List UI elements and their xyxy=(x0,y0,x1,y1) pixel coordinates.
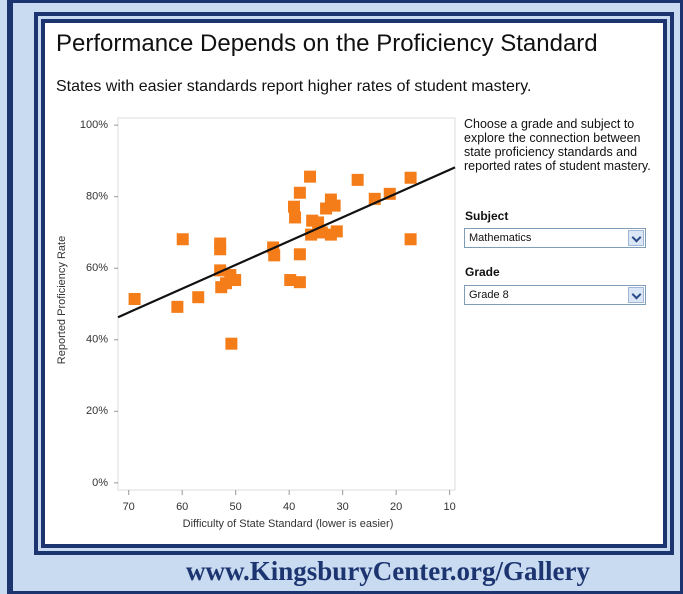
subject-select[interactable]: Mathematics xyxy=(464,228,646,248)
x-tick-label: 70 xyxy=(123,501,135,513)
point xyxy=(315,226,328,239)
point xyxy=(225,337,238,350)
footer-link[interactable]: www.KingsburyCenter.org/Gallery xyxy=(186,556,590,586)
point xyxy=(287,200,300,213)
x-axis-label: Difficulty of State Standard (lower is e… xyxy=(183,518,394,530)
x-tick-label: 60 xyxy=(176,501,188,513)
y-tick-label: 60% xyxy=(86,262,108,274)
y-tick-label: 0% xyxy=(92,477,108,489)
panel xyxy=(45,23,663,544)
plot-area xyxy=(117,117,456,491)
outer-frame xyxy=(7,0,683,594)
x-tick-label: 20 xyxy=(390,501,402,513)
point xyxy=(328,199,341,212)
point xyxy=(293,276,306,289)
point xyxy=(214,243,227,256)
point xyxy=(284,274,297,287)
x-tick-label: 30 xyxy=(337,501,349,513)
point xyxy=(351,173,364,186)
subject-value: Mathematics xyxy=(469,232,532,244)
chart-subtitle: States with easier standards report high… xyxy=(56,78,532,95)
y-tick-label: 80% xyxy=(86,191,108,203)
point xyxy=(404,233,417,246)
trend-line xyxy=(117,166,456,319)
x-tick-label: 40 xyxy=(283,501,295,513)
point xyxy=(289,211,302,224)
point xyxy=(293,186,306,199)
y-tick-label: 40% xyxy=(86,334,108,346)
x-tick-label: 50 xyxy=(230,501,242,513)
point xyxy=(171,300,184,313)
point xyxy=(192,291,205,304)
grade-select[interactable]: Grade 8 xyxy=(464,285,646,305)
y-axis-label: Reported Proficiency Rate xyxy=(56,236,68,364)
point xyxy=(404,171,417,184)
point xyxy=(176,233,189,246)
point xyxy=(229,274,242,287)
dropdown-arrow[interactable] xyxy=(628,287,644,303)
x-tick-label: 10 xyxy=(444,501,456,513)
dropdown-arrow[interactable] xyxy=(628,230,644,246)
y-tick-label: 20% xyxy=(86,405,108,417)
point xyxy=(330,225,343,238)
point xyxy=(293,248,306,261)
grade-value: Grade 8 xyxy=(469,289,509,301)
subject-label: Subject xyxy=(465,209,509,223)
grade-label: Grade xyxy=(465,265,500,279)
point xyxy=(304,170,317,183)
y-tick-label: 100% xyxy=(80,119,108,131)
chart-title: Performance Depends on the Proficiency S… xyxy=(56,30,598,57)
point xyxy=(268,249,281,262)
point xyxy=(128,292,141,305)
instructions: Choose a grade and subject to explore th… xyxy=(464,117,651,173)
point xyxy=(312,216,325,229)
